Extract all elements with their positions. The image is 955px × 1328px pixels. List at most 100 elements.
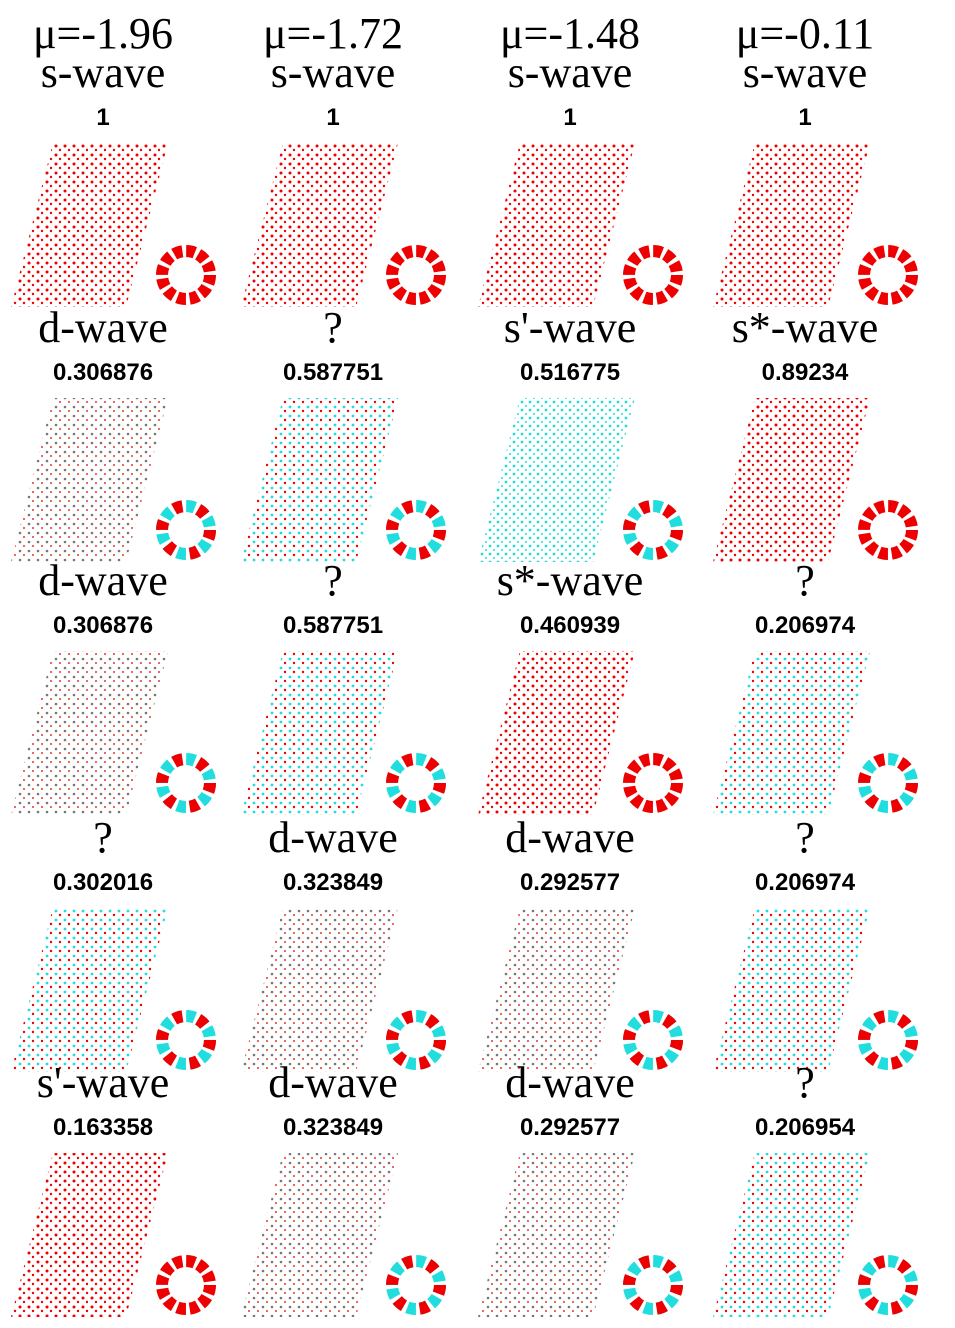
lattice (11, 143, 168, 307)
pattern-panel (713, 908, 918, 1072)
pattern-panel (713, 143, 918, 307)
ring (156, 500, 216, 560)
pattern-panel (241, 1153, 446, 1317)
lattice (478, 651, 635, 815)
eigenvalue: 0.89234 (762, 359, 849, 386)
eigenvalue: 0.587751 (283, 359, 383, 386)
pattern-panel (713, 651, 918, 815)
mu-header: μ=-0.11 (736, 9, 874, 58)
eigenvalue: 0.206954 (755, 1114, 856, 1141)
eigenvalue: 0.587751 (283, 612, 383, 639)
eigenvalue: 0.163358 (53, 1114, 153, 1141)
state-label: s-wave (508, 48, 633, 97)
ring (623, 1255, 683, 1315)
ring (386, 1010, 446, 1070)
state-label: s-wave (743, 48, 868, 97)
ring (386, 245, 446, 305)
ring (156, 1255, 216, 1315)
ring (858, 500, 918, 560)
state-label: d-wave (505, 813, 635, 862)
lattice (11, 1153, 168, 1317)
pattern-panel (241, 908, 446, 1072)
eigenvalue: 0.516775 (520, 359, 620, 386)
pattern-panel (713, 1153, 918, 1317)
ring (623, 245, 683, 305)
ring (623, 753, 683, 813)
state-label: s-wave (271, 48, 396, 97)
pattern-panel (11, 651, 216, 815)
eigenvalue: 0.292577 (520, 869, 620, 896)
lattice (713, 908, 870, 1072)
eigenvalue: 0.323849 (283, 869, 383, 896)
eigenvalue: 0.292577 (520, 1114, 620, 1141)
lattice (478, 908, 635, 1072)
lattice (713, 143, 870, 307)
ring (156, 1010, 216, 1070)
eigenvalue: 0.302016 (53, 869, 153, 896)
ring (386, 753, 446, 813)
lattice (241, 398, 398, 562)
eigenvalue: 1 (798, 104, 811, 131)
ring (156, 753, 216, 813)
state-label: ? (795, 1058, 815, 1107)
state-label: s'-wave (504, 303, 637, 352)
mu-header: μ=-1.48 (500, 9, 640, 58)
lattice (478, 398, 635, 562)
pattern-panel (241, 398, 446, 562)
mu-header: μ=-1.72 (263, 9, 403, 58)
lattice (11, 398, 168, 562)
state-label: ? (93, 813, 113, 862)
state-label: s-wave (41, 48, 166, 97)
ring (858, 1010, 918, 1070)
state-label: d-wave (268, 1058, 398, 1107)
pattern-panel (713, 398, 918, 562)
eigenvalue: 0.460939 (520, 612, 620, 639)
ring (858, 753, 918, 813)
pattern-panel (478, 908, 683, 1072)
pattern-panel (478, 651, 683, 815)
pattern-panel (11, 908, 216, 1072)
lattice (713, 1153, 870, 1317)
pattern-panel (11, 398, 216, 562)
ring (156, 245, 216, 305)
lattice (241, 143, 398, 307)
lattice (478, 1153, 635, 1317)
lattice (478, 143, 635, 307)
state-label: ? (323, 556, 343, 605)
state-label: d-wave (38, 303, 168, 352)
pattern-panel (478, 143, 683, 307)
ring (858, 245, 918, 305)
ring (386, 500, 446, 560)
state-label: ? (323, 303, 343, 352)
lattice (241, 1153, 398, 1317)
state-label: d-wave (38, 556, 168, 605)
ring (623, 500, 683, 560)
lattice (241, 908, 398, 1072)
ring (623, 1010, 683, 1070)
pattern-panel (11, 1153, 216, 1317)
lattice (11, 651, 168, 815)
state-label: d-wave (505, 1058, 635, 1107)
eigenvalue: 0.323849 (283, 1114, 383, 1141)
eigenvalue: 1 (563, 104, 576, 131)
lattice (241, 651, 398, 815)
lattice (713, 398, 870, 562)
ring (858, 1255, 918, 1315)
ring (386, 1255, 446, 1315)
eigenvalue: 1 (326, 104, 339, 131)
state-label: s'-wave (37, 1058, 170, 1107)
state-label: s*-wave (497, 556, 644, 605)
state-label: ? (795, 556, 815, 605)
eigenvalue: 0.306876 (53, 359, 153, 386)
eigenvalue: 0.306876 (53, 612, 153, 639)
pattern-panel (478, 398, 683, 562)
lattice (713, 651, 870, 815)
state-label: s*-wave (732, 303, 879, 352)
state-label: ? (795, 813, 815, 862)
pattern-panel (11, 143, 216, 307)
pattern-panel (241, 651, 446, 815)
eigenvalue: 1 (96, 104, 109, 131)
lattice (11, 908, 168, 1072)
eigenvalue: 0.206974 (755, 612, 856, 639)
